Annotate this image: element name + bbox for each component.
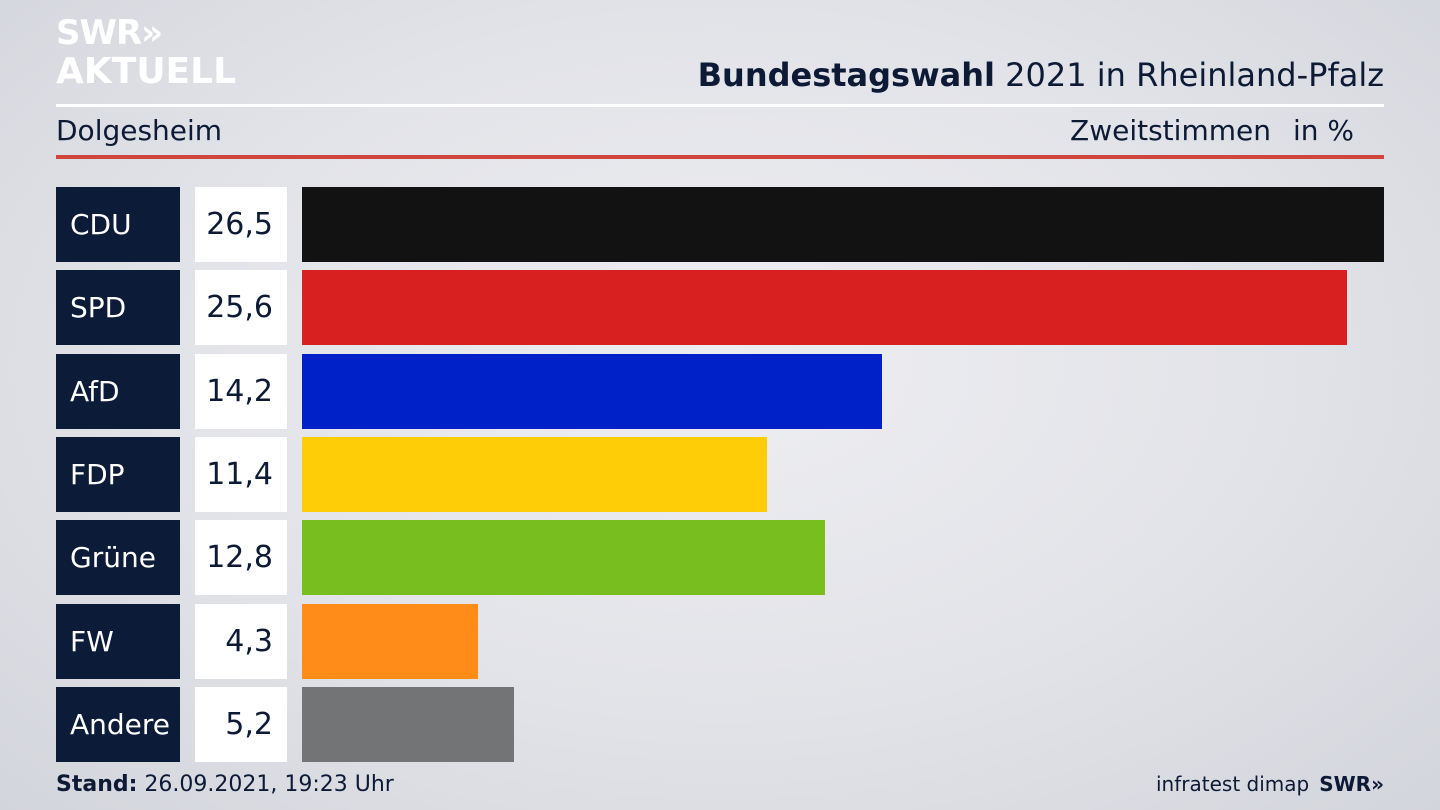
party-label: CDU (56, 187, 180, 262)
party-label: SPD (56, 270, 180, 345)
bar-row: AfD 14,2 (56, 354, 1384, 429)
bar-row: CDU 26,5 (56, 187, 1384, 262)
bar-cdu (302, 187, 1384, 262)
value-label: 12,8 (195, 520, 287, 595)
header-divider (56, 104, 1384, 107)
bar-row: Grüne 12,8 (56, 520, 1384, 595)
logo-sub: AKTUELL (56, 51, 237, 92)
bar-afd (302, 354, 882, 429)
bar-fdp (302, 437, 767, 512)
value-label: 25,6 (195, 270, 287, 345)
stand-value: 26.09.2021, 19:23 Uhr (137, 772, 394, 797)
metric-label: Zweitstimmen in % (1070, 114, 1354, 147)
bar-row: SPD 25,6 (56, 270, 1384, 345)
party-label: Andere (56, 687, 180, 762)
source-credit: infratest dimap SWR» (1156, 772, 1384, 796)
swr-aktuell-logo: SWR» AKTUELL (56, 16, 236, 90)
title-rest: 2021 in Rheinland-Pfalz (995, 56, 1384, 94)
stand-label: Stand: (56, 772, 138, 797)
footer-swr-logo: SWR» (1319, 772, 1384, 796)
bar-row: FW 4,3 (56, 604, 1384, 679)
metric-unit: in % (1292, 114, 1354, 147)
accent-divider (56, 155, 1384, 159)
party-label: Grüne (56, 520, 180, 595)
bar-andere (302, 687, 514, 762)
location-label: Dolgesheim (56, 114, 223, 147)
source-label: infratest dimap (1156, 772, 1310, 796)
value-label: 26,5 (195, 187, 287, 262)
bar-fw (302, 604, 478, 679)
value-label: 14,2 (195, 354, 287, 429)
value-label: 4,3 (195, 604, 287, 679)
party-label: FW (56, 604, 180, 679)
bar-gr-ne (302, 520, 825, 595)
timestamp: Stand: 26.09.2021, 19:23 Uhr (56, 772, 394, 797)
bar-row: Andere 5,2 (56, 687, 1384, 762)
bar-spd (302, 270, 1347, 345)
title-bold: Bundestagswahl (697, 56, 995, 94)
value-label: 5,2 (195, 687, 287, 762)
party-label: AfD (56, 354, 180, 429)
logo-brand: SWR» (56, 13, 163, 53)
metric-name: Zweitstimmen (1070, 114, 1271, 147)
party-label: FDP (56, 437, 180, 512)
bar-row: FDP 11,4 (56, 437, 1384, 512)
value-label: 11,4 (195, 437, 287, 512)
chart-title: Bundestagswahl 2021 in Rheinland-Pfalz (698, 56, 1384, 94)
